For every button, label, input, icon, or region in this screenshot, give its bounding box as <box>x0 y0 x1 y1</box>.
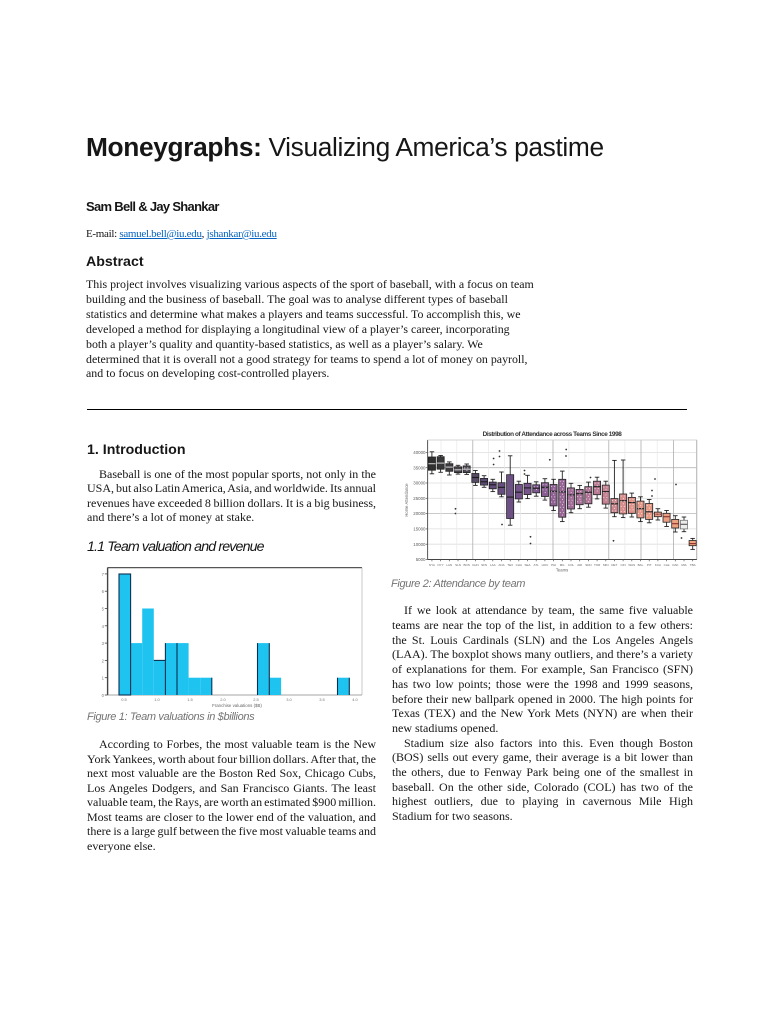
svg-text:Distribution of Attendance acr: Distribution of Attendance across Teams … <box>483 431 623 438</box>
svg-text:CHA: CHA <box>516 563 522 567</box>
svg-text:HOU: HOU <box>542 563 549 567</box>
svg-text:BOS: BOS <box>464 563 470 567</box>
svg-text:4: 4 <box>102 624 105 629</box>
svg-text:BAL: BAL <box>638 563 644 567</box>
svg-text:ANA: ANA <box>498 563 504 567</box>
svg-text:MIN: MIN <box>603 563 609 567</box>
svg-text:4.0: 4.0 <box>352 697 358 702</box>
svg-text:NYY: NYY <box>438 563 444 567</box>
svg-text:7: 7 <box>102 572 105 577</box>
svg-text:0.5: 0.5 <box>121 697 127 702</box>
svg-text:WAS: WAS <box>628 563 635 567</box>
svg-text:LAN: LAN <box>446 563 452 567</box>
svg-text:Franchise valuations ($B): Franchise valuations ($B) <box>212 703 262 708</box>
svg-text:3.5: 3.5 <box>319 697 325 702</box>
svg-text:ATL: ATL <box>534 563 540 567</box>
svg-text:TBA: TBA <box>690 563 696 567</box>
svg-text:1.5: 1.5 <box>187 697 193 702</box>
svg-text:COL: COL <box>568 563 575 567</box>
svg-text:CIN: CIN <box>621 563 626 567</box>
svg-text:1.0: 1.0 <box>154 697 160 702</box>
svg-text:SDN: SDN <box>585 563 591 567</box>
svg-text:1: 1 <box>102 676 105 681</box>
svg-text:SEA: SEA <box>524 563 530 567</box>
svg-text:25000: 25000 <box>413 496 426 501</box>
svg-text:CLE: CLE <box>664 563 670 567</box>
svg-text:30000: 30000 <box>413 481 426 486</box>
svg-text:10000: 10000 <box>413 542 426 547</box>
svg-text:LAA: LAA <box>490 563 496 567</box>
svg-text:ARI: ARI <box>577 563 582 567</box>
svg-text:TEX: TEX <box>507 563 513 567</box>
svg-text:CHN: CHN <box>472 563 479 567</box>
svg-text:0: 0 <box>102 693 105 698</box>
svg-text:Home Attendance: Home Attendance <box>404 483 409 517</box>
svg-text:PIT: PIT <box>647 563 652 567</box>
svg-text:3.0: 3.0 <box>286 697 292 702</box>
svg-text:Teams: Teams <box>556 568 568 573</box>
svg-text:20000: 20000 <box>413 511 426 516</box>
svg-text:5: 5 <box>102 607 105 612</box>
svg-text:NYA: NYA <box>429 563 435 567</box>
svg-text:5000: 5000 <box>416 557 426 562</box>
svg-text:40000: 40000 <box>413 450 426 455</box>
svg-text:PHI: PHI <box>551 563 556 567</box>
svg-text:KCA: KCA <box>655 563 661 567</box>
svg-text:DET: DET <box>611 563 617 567</box>
svg-text:MIL: MIL <box>560 563 565 567</box>
svg-text:35000: 35000 <box>413 465 426 470</box>
svg-text:OAK: OAK <box>672 563 678 567</box>
svg-text:6: 6 <box>102 589 105 594</box>
svg-text:2.5: 2.5 <box>253 697 259 702</box>
svg-text:15000: 15000 <box>413 527 426 532</box>
svg-text:SLN: SLN <box>455 563 461 567</box>
svg-text:MIA: MIA <box>681 563 686 567</box>
svg-text:TOR: TOR <box>594 563 601 567</box>
svg-text:SFN: SFN <box>481 563 487 567</box>
svg-text:3: 3 <box>102 641 105 646</box>
svg-text:2: 2 <box>102 658 105 663</box>
svg-text:2.0: 2.0 <box>220 697 226 702</box>
